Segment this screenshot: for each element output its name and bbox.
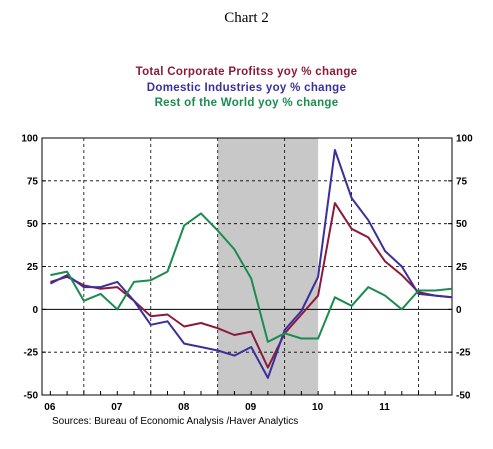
y-tick-label-left: -25 <box>24 348 39 359</box>
y-tick-label-left: 50 <box>27 219 39 230</box>
y-tick-label-right: 0 <box>456 305 462 316</box>
x-tick-label: 07 <box>111 402 123 413</box>
legend-entry-total-corporate-profits: Total Corporate Profitss yoy % change <box>135 66 358 78</box>
x-tick-label: 10 <box>312 402 324 413</box>
source-note: Sources: Bureau of Economic Analysis /Ha… <box>52 416 299 427</box>
y-tick-label-right: 25 <box>456 262 468 273</box>
x-tick-label: 09 <box>245 402 257 413</box>
y-tick-label-left: 0 <box>32 305 38 316</box>
y-tick-label-right: 75 <box>456 176 468 187</box>
series-line-0 <box>50 202 453 369</box>
y-tick-label-right: 100 <box>456 134 473 145</box>
y-tick-label-right: 50 <box>456 219 468 230</box>
recession-shading <box>217 138 319 395</box>
y-tick-label-left: 75 <box>27 176 39 187</box>
x-tick-label: 06 <box>44 402 56 413</box>
y-tick-label-left: -50 <box>24 391 39 402</box>
y-tick-label-right: -25 <box>456 348 471 359</box>
series-line-1 <box>49 149 453 379</box>
legend-entry-rest-of-the-world: Rest of the World yoy % change <box>154 97 339 109</box>
x-tick-label: 11 <box>379 402 390 413</box>
y-tick-label-left: 100 <box>21 134 38 145</box>
legend-entry-domestic-industries: Domestic Industries yoy % change <box>146 82 347 94</box>
y-tick-label-left: 25 <box>27 262 39 273</box>
y-tick-label-right: -50 <box>456 391 471 402</box>
chart-title: Chart 2 <box>224 10 269 26</box>
x-tick-label: 08 <box>178 402 190 413</box>
series-line-2 <box>50 212 453 343</box>
